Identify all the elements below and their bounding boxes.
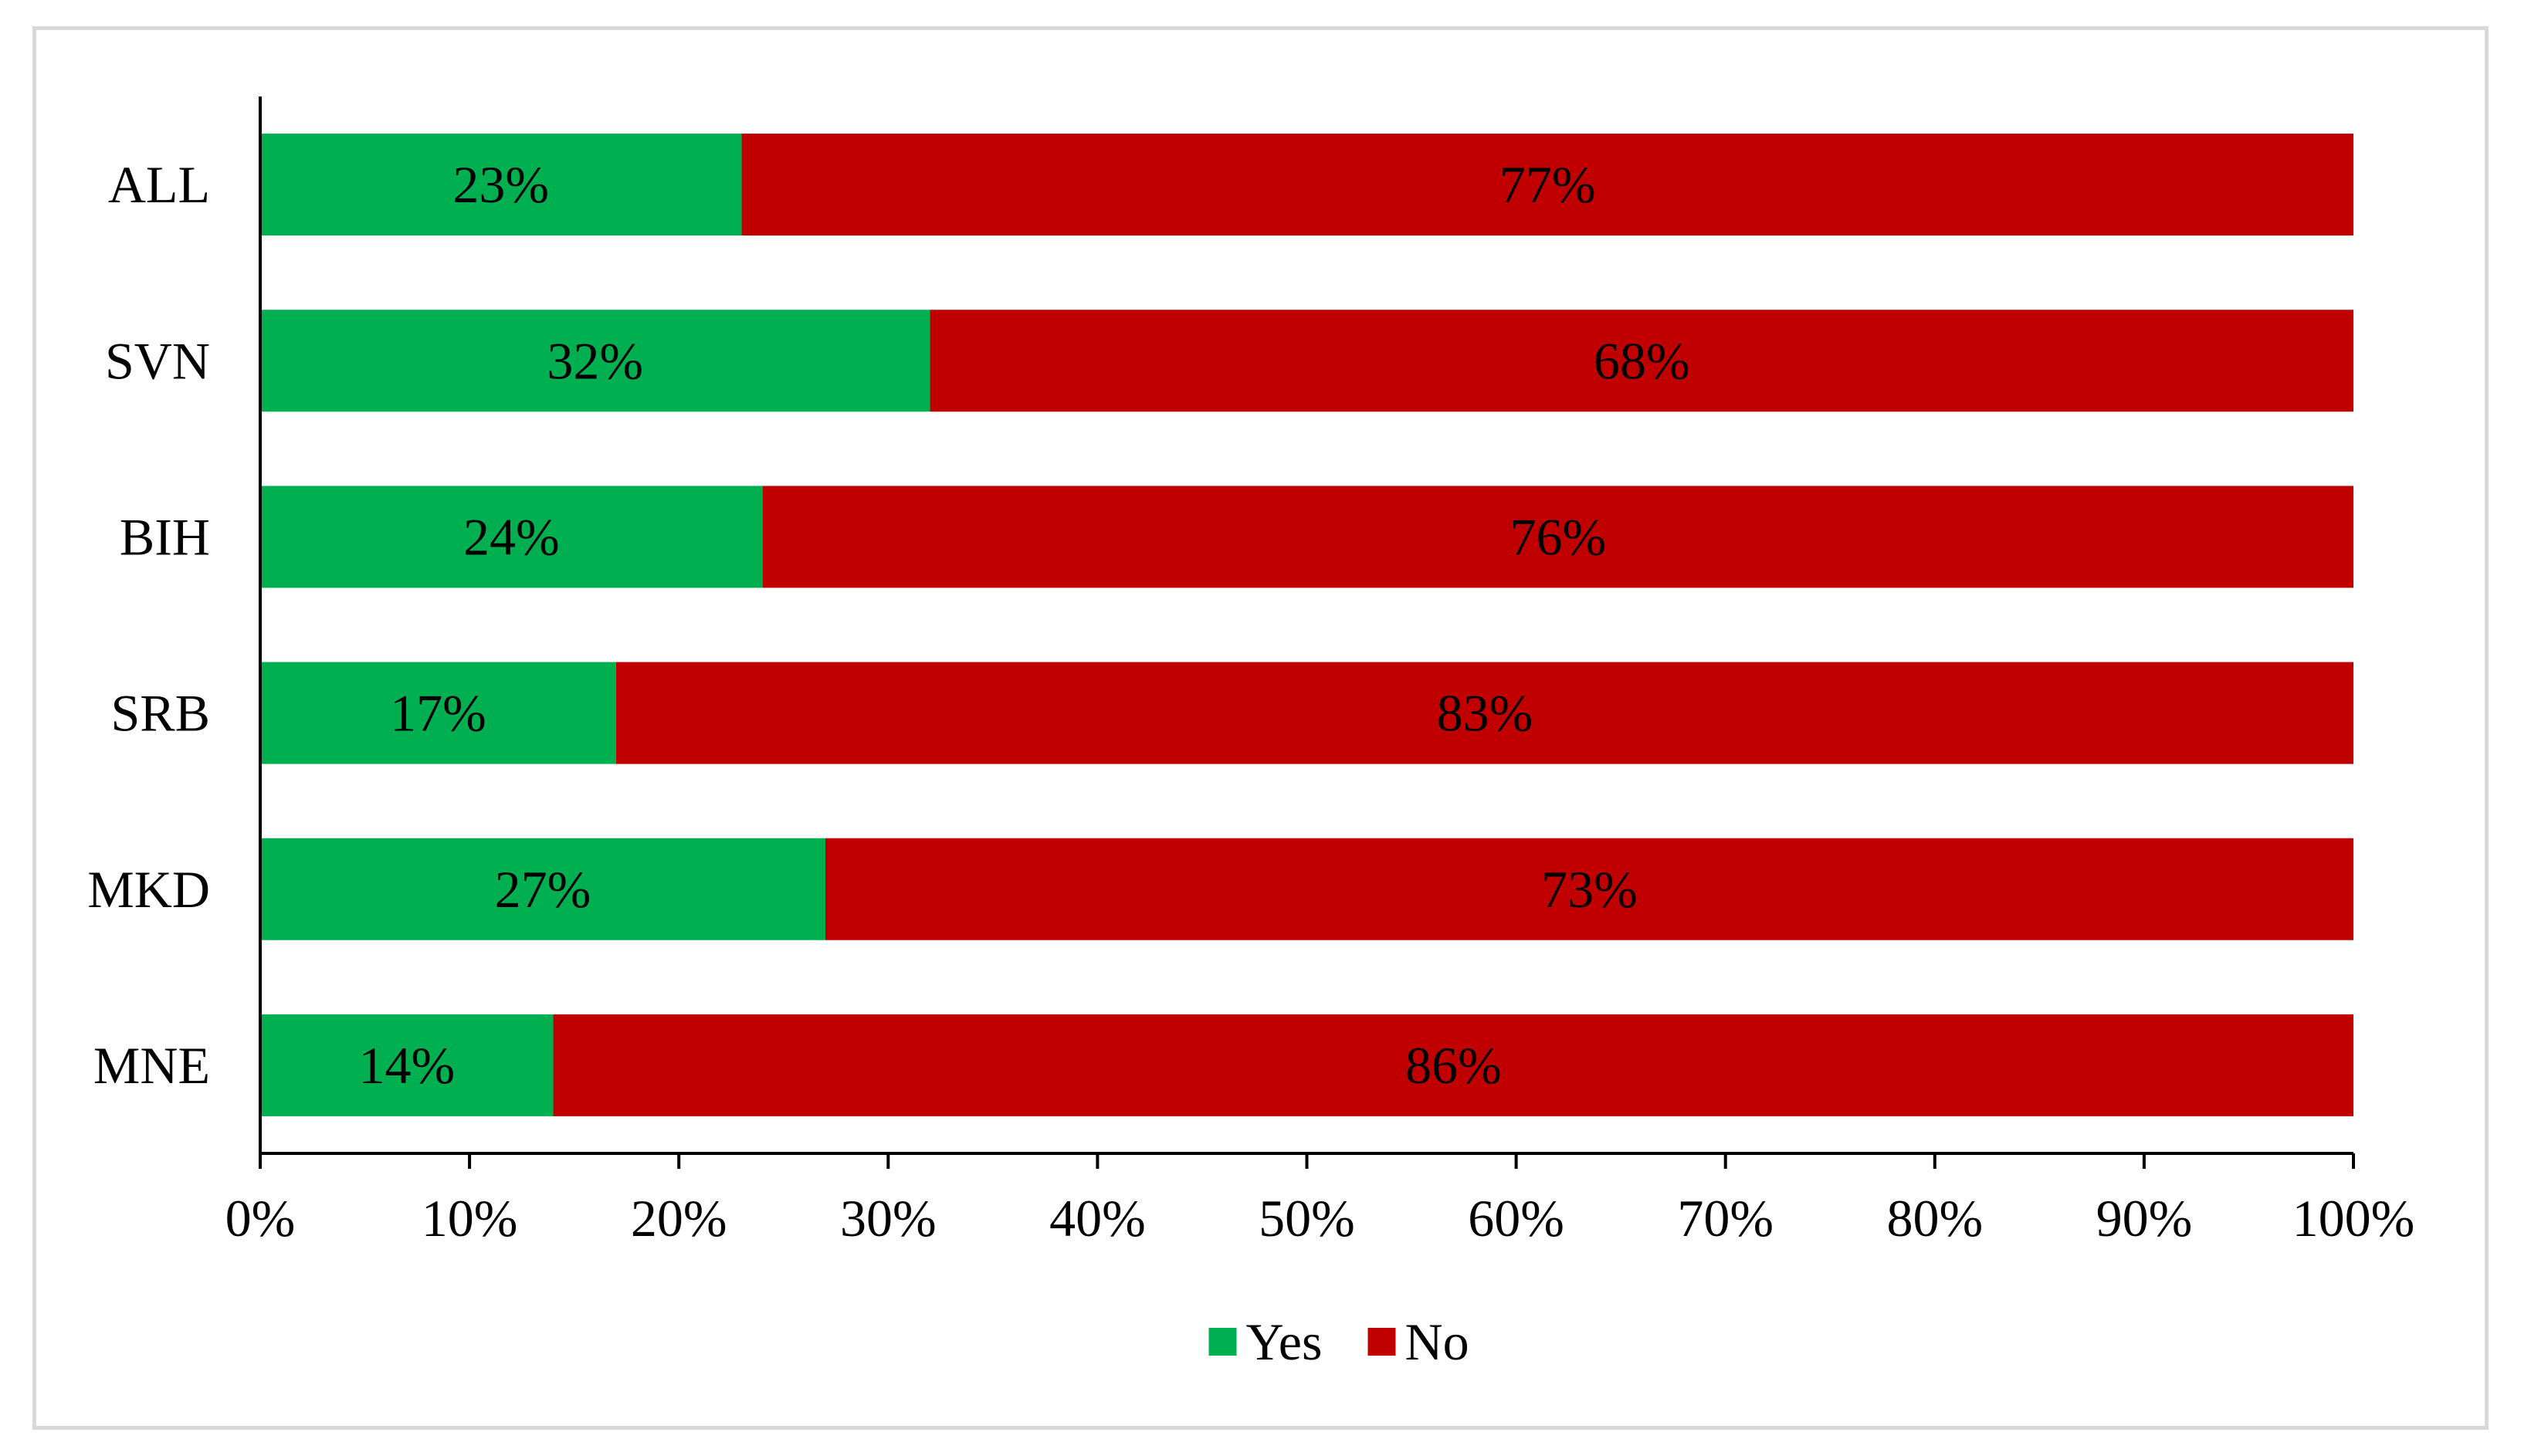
data-label-yes-mkd: 27% — [495, 860, 591, 919]
data-label-yes-srb: 17% — [390, 684, 486, 743]
legend-swatch-no — [1367, 1328, 1396, 1356]
x-tick-label: 70% — [1677, 1189, 1774, 1248]
data-label-no-mkd: 73% — [1541, 860, 1638, 919]
bar-no-svn — [930, 310, 2353, 412]
bar-yes-mne — [260, 1014, 554, 1116]
x-tick-label: 20% — [631, 1189, 727, 1248]
bar-yes-bih — [260, 486, 763, 588]
category-label-all: ALL — [108, 155, 210, 214]
data-label-yes-mne: 14% — [358, 1036, 455, 1095]
bar-yes-srb — [260, 662, 616, 764]
legend-swatch-yes — [1208, 1328, 1237, 1356]
bar-no-all — [741, 134, 2353, 236]
legend-label-yes: Yes — [1246, 1312, 1323, 1371]
x-tick-label: 40% — [1049, 1189, 1146, 1248]
x-tick-label: 80% — [1886, 1189, 1983, 1248]
data-label-no-srb: 83% — [1437, 684, 1533, 743]
x-tick-label: 60% — [1468, 1189, 1564, 1248]
bar-yes-mkd — [260, 838, 825, 940]
data-label-yes-svn: 32% — [547, 331, 643, 390]
bar-yes-svn — [260, 310, 930, 412]
data-label-no-mne: 86% — [1405, 1036, 1502, 1095]
bar-yes-all — [260, 134, 742, 236]
x-tick-label: 10% — [422, 1189, 518, 1248]
category-label-mne: MNE — [93, 1036, 210, 1095]
data-label-no-svn: 68% — [1594, 331, 1690, 390]
bar-no-mkd — [825, 838, 2353, 940]
data-label-yes-all: 23% — [452, 155, 549, 214]
axes-layer: 0% 10% 20% 30% 40% 50% 60% 70% 80% 90% 100% — [225, 97, 2415, 1248]
category-label-srb: SRB — [110, 684, 210, 743]
bars-layer — [260, 134, 2353, 1116]
legend: Yes No — [1208, 1312, 1469, 1371]
bar-no-srb — [615, 662, 2353, 764]
category-label-svn: SVN — [105, 331, 210, 390]
x-tick-label: 100% — [2292, 1189, 2415, 1248]
data-label-no-all: 77% — [1499, 155, 1596, 214]
legend-label-no: No — [1405, 1312, 1469, 1371]
bar-no-mne — [553, 1014, 2353, 1116]
data-label-yes-bih: 24% — [463, 507, 560, 566]
x-tick-label: 50% — [1259, 1189, 1355, 1248]
data-label-no-bih: 76% — [1510, 507, 1606, 566]
category-label-bih: BIH — [120, 507, 210, 566]
x-tick-label: 0% — [225, 1189, 296, 1248]
x-tick-label: 30% — [840, 1189, 937, 1248]
bar-no-bih — [762, 486, 2353, 588]
category-label-mkd: MKD — [87, 860, 210, 919]
x-tick-label: 90% — [2096, 1189, 2193, 1248]
labels-layer: 23% 77% ALL 32% 68% SVN 24% 76% BIH 17% 83% SRB 27% 7… — [87, 155, 1689, 1095]
